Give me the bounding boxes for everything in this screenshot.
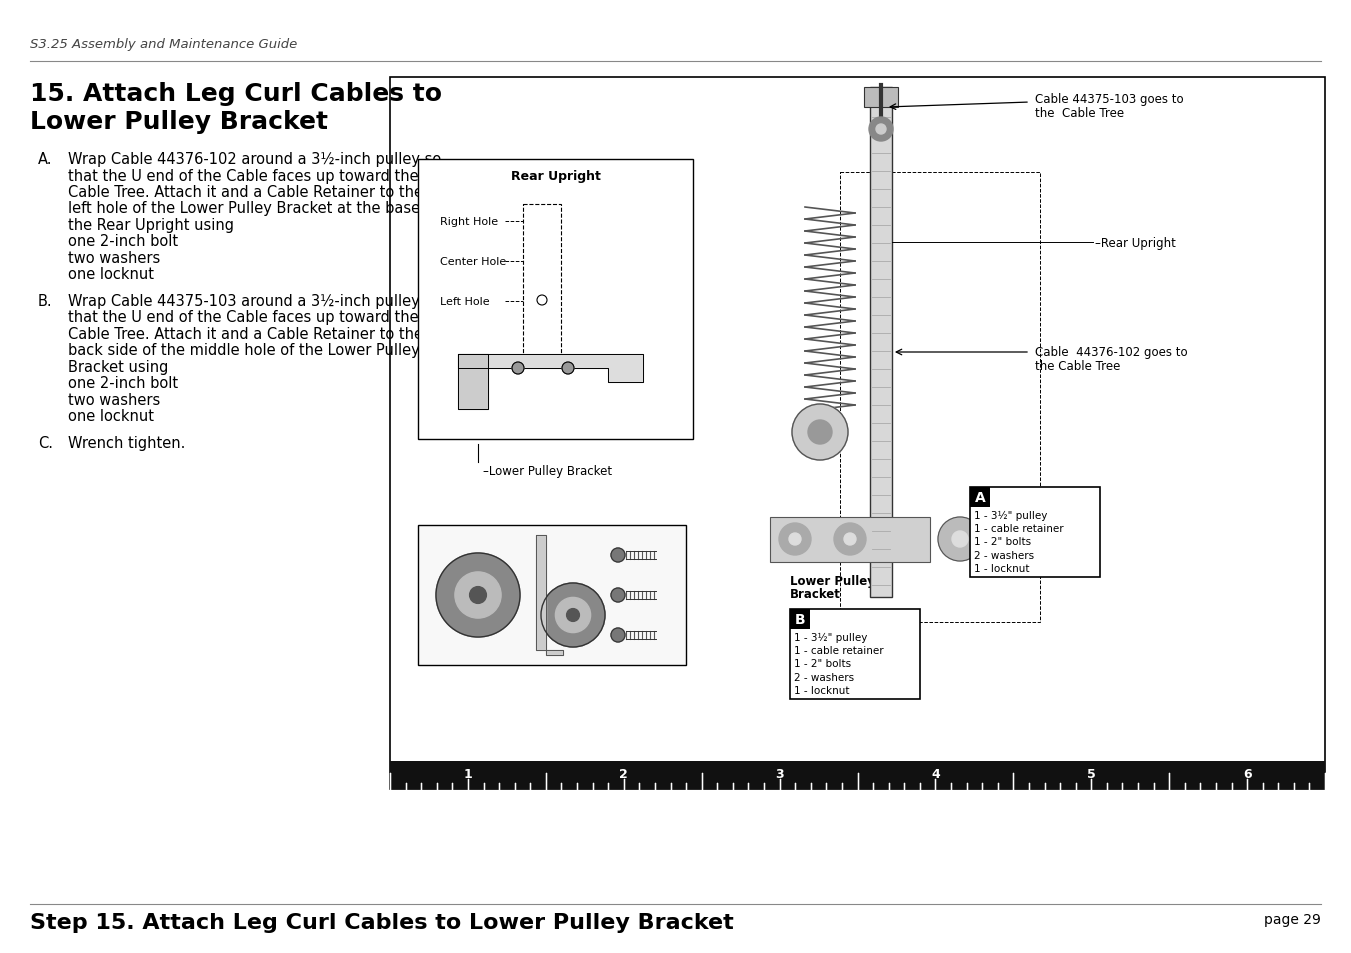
- Text: Left Hole: Left Hole: [440, 296, 489, 307]
- Circle shape: [540, 583, 605, 647]
- Circle shape: [844, 534, 857, 545]
- Text: S3.25 Assembly and Maintenance Guide: S3.25 Assembly and Maintenance Guide: [30, 38, 297, 51]
- Circle shape: [938, 517, 982, 561]
- Text: two washers: two washers: [68, 393, 161, 408]
- Text: 5: 5: [1086, 767, 1096, 781]
- Text: 15. Attach Leg Curl Cables to: 15. Attach Leg Curl Cables to: [30, 82, 442, 106]
- Text: A.: A.: [38, 152, 53, 167]
- Bar: [865, 88, 898, 108]
- Text: B: B: [794, 613, 805, 626]
- Text: one 2-inch bolt: one 2-inch bolt: [68, 376, 178, 391]
- Circle shape: [562, 363, 574, 375]
- Bar: [970, 488, 990, 507]
- Text: 4: 4: [931, 767, 940, 781]
- Circle shape: [834, 523, 866, 556]
- Text: Right Hole: Right Hole: [440, 216, 499, 227]
- Circle shape: [470, 587, 486, 604]
- Polygon shape: [458, 355, 488, 410]
- Text: Wrench tighten.: Wrench tighten.: [68, 436, 185, 451]
- Text: Wrap Cable 44376-102 around a 3½-inch pulley so: Wrap Cable 44376-102 around a 3½-inch pu…: [68, 152, 442, 167]
- Text: page 29: page 29: [1265, 912, 1321, 926]
- Bar: [417, 160, 693, 439]
- Text: Lower Pulley: Lower Pulley: [790, 575, 875, 587]
- Text: Wrap Cable 44375-103 around a 3½-inch pulley so: Wrap Cable 44375-103 around a 3½-inch pu…: [68, 294, 440, 309]
- Text: 6: 6: [1243, 767, 1251, 781]
- Circle shape: [792, 405, 848, 460]
- Text: Step 15. Attach Leg Curl Cables to Lower Pulley Bracket: Step 15. Attach Leg Curl Cables to Lower…: [30, 912, 734, 932]
- Text: B.: B.: [38, 294, 53, 309]
- Text: that the U end of the Cable faces up toward the: that the U end of the Cable faces up tow…: [68, 310, 419, 325]
- Text: Cable Tree. Attach it and a Cable Retainer to the: Cable Tree. Attach it and a Cable Retain…: [68, 327, 423, 341]
- Text: back side of the middle hole of the Lower Pulley: back side of the middle hole of the Lowe…: [68, 343, 420, 358]
- Circle shape: [780, 523, 811, 556]
- Circle shape: [611, 548, 626, 562]
- Circle shape: [436, 554, 520, 638]
- Bar: [790, 609, 811, 629]
- Text: Cable 44375-103 goes to: Cable 44375-103 goes to: [1035, 92, 1183, 106]
- Text: Cable  44376-102 goes to: Cable 44376-102 goes to: [1035, 346, 1188, 358]
- Text: C.: C.: [38, 436, 53, 451]
- Text: 1: 1: [463, 767, 473, 781]
- Circle shape: [512, 363, 524, 375]
- Text: Cable Tree. Attach it and a Cable Retainer to the: Cable Tree. Attach it and a Cable Retain…: [68, 185, 423, 200]
- Bar: [390, 78, 1325, 789]
- Text: the Cable Tree: the Cable Tree: [1035, 359, 1120, 373]
- Circle shape: [611, 588, 626, 602]
- Bar: [390, 761, 1325, 789]
- Circle shape: [555, 598, 590, 633]
- Text: Lower Pulley Bracket: Lower Pulley Bracket: [30, 110, 328, 133]
- Bar: [790, 609, 920, 700]
- Text: the  Cable Tree: the Cable Tree: [1035, 107, 1124, 120]
- Circle shape: [875, 125, 886, 135]
- Polygon shape: [458, 355, 643, 382]
- Text: 1 - 3½" pulley
1 - cable retainer
1 - 2" bolts
2 - washers
1 - locknut: 1 - 3½" pulley 1 - cable retainer 1 - 2"…: [794, 633, 884, 695]
- Text: that the U end of the Cable faces up toward the: that the U end of the Cable faces up tow…: [68, 169, 419, 183]
- Circle shape: [808, 420, 832, 444]
- Text: –Rear Upright: –Rear Upright: [1096, 236, 1175, 250]
- Text: Bracket: Bracket: [790, 587, 840, 600]
- Text: two washers: two washers: [68, 251, 161, 266]
- Bar: [870, 88, 892, 598]
- Circle shape: [455, 573, 501, 618]
- Bar: [417, 525, 686, 665]
- Text: one locknut: one locknut: [68, 409, 154, 424]
- Text: one locknut: one locknut: [68, 267, 154, 282]
- Text: left hole of the Lower Pulley Bracket at the base of: left hole of the Lower Pulley Bracket at…: [68, 201, 439, 216]
- Circle shape: [789, 534, 801, 545]
- Text: A: A: [974, 491, 985, 504]
- Circle shape: [869, 118, 893, 142]
- Bar: [840, 172, 1040, 622]
- Text: 1 - 3½" pulley
1 - cable retainer
1 - 2" bolts
2 - washers
1 - locknut: 1 - 3½" pulley 1 - cable retainer 1 - 2"…: [974, 511, 1063, 574]
- Bar: [523, 205, 561, 365]
- Text: one 2-inch bolt: one 2-inch bolt: [68, 234, 178, 250]
- Circle shape: [611, 628, 626, 642]
- Text: Rear Upright: Rear Upright: [511, 170, 600, 183]
- Text: the Rear Upright using: the Rear Upright using: [68, 218, 234, 233]
- Bar: [970, 488, 1100, 578]
- Text: Bracket using: Bracket using: [68, 359, 169, 375]
- Circle shape: [566, 609, 580, 621]
- Circle shape: [952, 532, 969, 547]
- Text: –Lower Pulley Bracket: –Lower Pulley Bracket: [484, 464, 612, 477]
- Polygon shape: [536, 536, 563, 656]
- Text: 2: 2: [619, 767, 628, 781]
- Text: Center Hole: Center Hole: [440, 256, 507, 267]
- Text: 3: 3: [775, 767, 784, 781]
- Bar: [770, 517, 929, 562]
